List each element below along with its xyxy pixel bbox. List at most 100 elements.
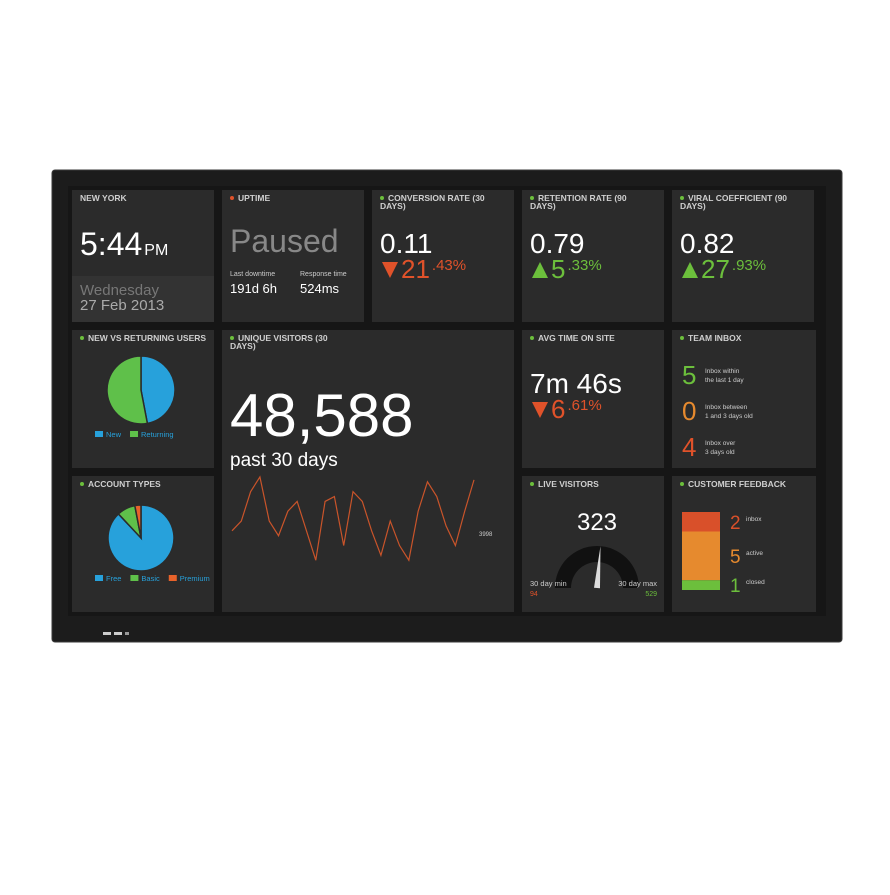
- label: TEAM INBOX: [688, 333, 742, 343]
- label: UPTIME: [238, 193, 270, 203]
- label: 0.79: [530, 228, 585, 259]
- label: PM: [144, 242, 168, 259]
- label: 3998: [479, 532, 493, 538]
- status-dot: [680, 336, 684, 340]
- label: NEW VS RETURNING USERS: [88, 333, 206, 343]
- label: Last downtime: [230, 271, 275, 278]
- label: 0.82: [680, 228, 735, 259]
- feedback-segment: [682, 512, 720, 532]
- label: 1: [730, 576, 741, 597]
- status-dot: [530, 196, 534, 200]
- tile: [222, 330, 514, 612]
- label: LIVE VISITORS: [538, 479, 599, 489]
- tv-button: [114, 632, 122, 635]
- label: 27 Feb 2013: [80, 297, 164, 314]
- label: AVG TIME ON SITE: [538, 333, 615, 343]
- label: CONVERSION RATE (30 DAYS): [380, 193, 485, 211]
- label: VIRAL COEFFICIENT (90 DAYS): [680, 193, 787, 211]
- label: 5:44: [80, 226, 142, 262]
- legend-swatch: [130, 431, 139, 437]
- label: 30 day min: [530, 579, 567, 588]
- label: 529: [645, 591, 657, 598]
- label: UNIQUE VISITORS (30 DAYS): [230, 333, 328, 351]
- label: Wednesday: [80, 282, 159, 299]
- label: Inbox within: [705, 368, 740, 375]
- pie-slice: [140, 355, 176, 425]
- pie-slice: [133, 504, 142, 539]
- title-line: UNIQUE VISITORS (30: [238, 333, 328, 343]
- label: Response time: [300, 271, 347, 278]
- feedback-segment: [682, 580, 720, 590]
- label: CUSTOMER FEEDBACK: [688, 479, 787, 489]
- label: Premium: [180, 574, 210, 583]
- label: 2: [730, 513, 741, 534]
- tile: [522, 476, 664, 612]
- label: 27: [701, 254, 730, 284]
- label: 5: [730, 547, 741, 568]
- label: Paused: [230, 223, 339, 259]
- label: ACCOUNT TYPES: [88, 479, 161, 489]
- gauge-needle: [594, 546, 601, 589]
- label: closed: [746, 579, 765, 586]
- label: 3 days old: [705, 449, 735, 456]
- label: 0: [682, 396, 696, 426]
- label: 21: [401, 254, 430, 284]
- label: the last 1 day: [705, 377, 744, 384]
- legend-swatch: [95, 431, 103, 437]
- label: 4: [682, 432, 696, 462]
- trend-arrow: [682, 262, 698, 278]
- label: .33%: [567, 257, 601, 274]
- label: past 30 days: [230, 450, 338, 471]
- label: 524ms: [300, 281, 340, 296]
- label: Inbox between: [705, 404, 748, 411]
- label: NEW YORK: [80, 193, 127, 203]
- trend-arrow: [532, 262, 548, 278]
- title-line: DAYS): [380, 201, 406, 211]
- title-line: CONVERSION RATE (30: [388, 193, 485, 203]
- title-line: VIRAL COEFFICIENT (90: [688, 193, 787, 203]
- label: inbox: [746, 516, 762, 523]
- tile: [522, 190, 664, 322]
- gauge-arc: [555, 546, 639, 588]
- label: 30 day max: [618, 579, 657, 588]
- label: Free: [106, 574, 121, 583]
- pie-slice: [106, 355, 149, 425]
- label: .43%: [432, 257, 466, 274]
- sparkline: [231, 475, 475, 562]
- status-dot: [530, 336, 534, 340]
- status-dot: [680, 482, 684, 486]
- label: 191d 6h: [230, 281, 277, 296]
- label: New: [106, 430, 122, 439]
- title-line: DAYS): [680, 201, 706, 211]
- label: RETENTION RATE (90 DAYS): [530, 193, 627, 211]
- label: 5: [682, 360, 696, 390]
- label: 1 and 3 days old: [705, 413, 753, 420]
- tile: [522, 330, 664, 468]
- label: .61%: [567, 397, 601, 414]
- title-line: RETENTION RATE (90: [538, 193, 627, 203]
- label: 7m 46s: [530, 368, 622, 399]
- tile: [372, 190, 514, 322]
- label: active: [746, 550, 763, 557]
- date-panel: [72, 276, 214, 322]
- title-line: DAYS): [530, 201, 556, 211]
- label: 6: [551, 394, 565, 424]
- label: 48,588: [230, 382, 414, 449]
- status-dot: [230, 336, 234, 340]
- label: Basic: [141, 574, 160, 583]
- status-dot: [230, 196, 234, 200]
- status-dot: [680, 196, 684, 200]
- status-dot: [530, 482, 534, 486]
- label: 94: [530, 591, 538, 598]
- feedback-segment: [682, 531, 720, 581]
- label: .93%: [732, 257, 766, 274]
- tile: [222, 190, 364, 322]
- legend-swatch: [168, 575, 177, 581]
- trend-arrow: [382, 262, 398, 278]
- label: Inbox over: [705, 440, 736, 447]
- label: 0.11: [380, 228, 432, 259]
- title-line: DAYS): [230, 341, 256, 351]
- tv-button: [125, 632, 129, 635]
- status-dot: [80, 482, 84, 486]
